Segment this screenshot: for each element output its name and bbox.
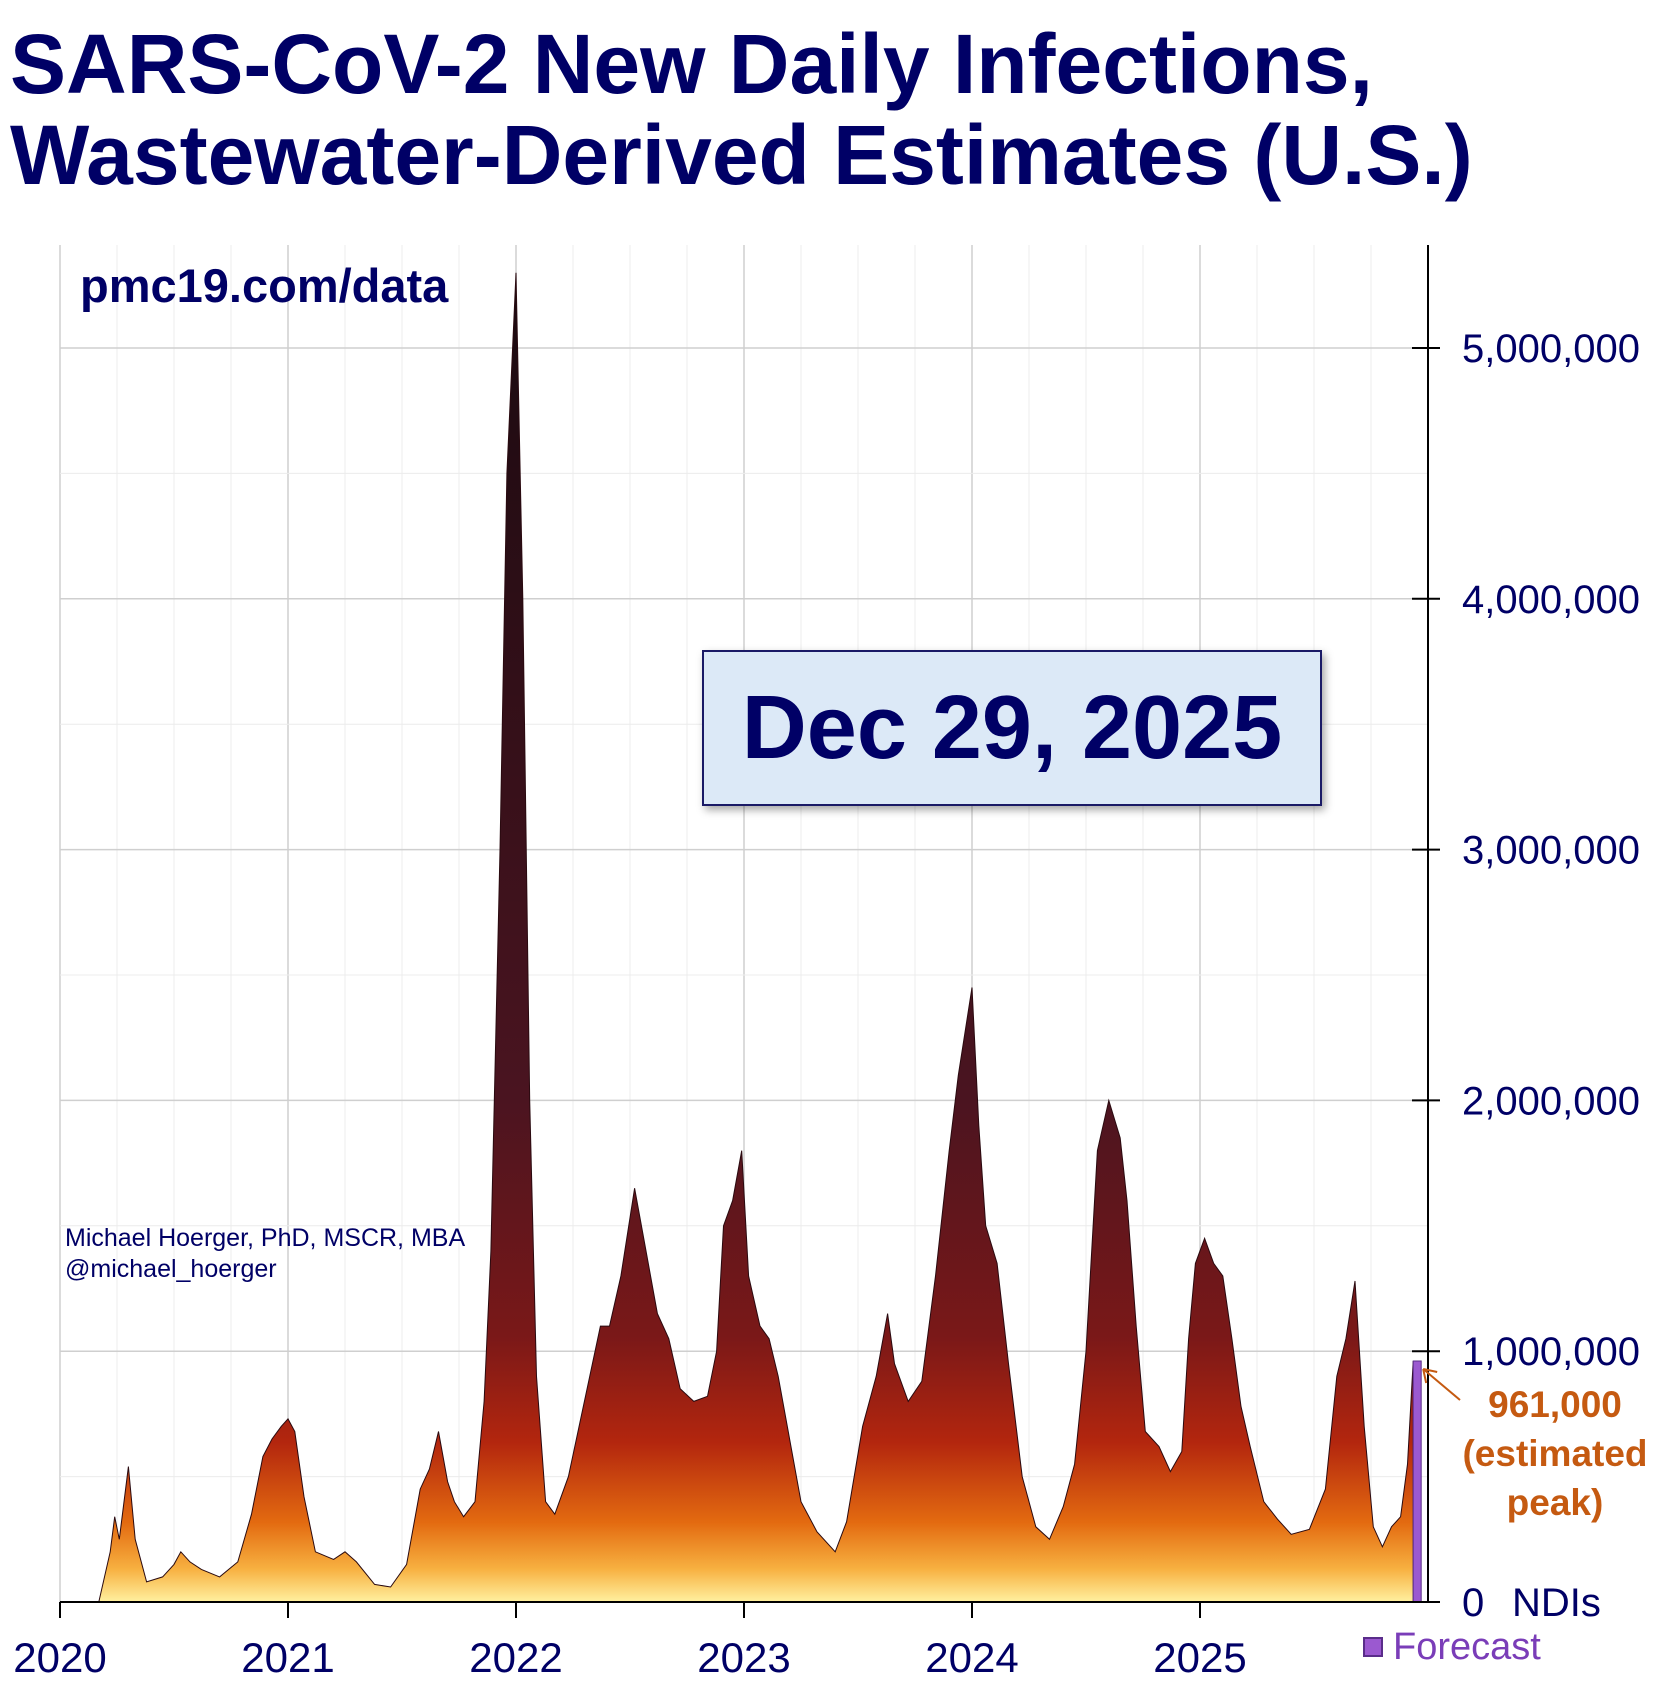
infections-area [98, 272, 1414, 1603]
peak-note-line-1: (estimated [1462, 1433, 1648, 1474]
x-tick-label: 2021 [241, 1634, 334, 1681]
chart-title-line-2: Wastewater-Derived Estimates (U.S.) [10, 108, 1473, 202]
source-url: pmc19.com/data [80, 259, 449, 312]
peak-value: 961,000 [1488, 1384, 1622, 1425]
y-tick-label: 2,000,000 [1462, 1079, 1640, 1123]
x-tick-label: 2023 [697, 1634, 790, 1681]
peak-annotation: 961,000 (estimated peak) [1440, 1380, 1670, 1527]
axes: 2020 2021 2022 2023 2024 2025 0 1,000,000 2,000,… [13, 245, 1640, 1681]
y-unit-label: NDIs [1512, 1581, 1601, 1625]
x-tick-label: 2020 [13, 1634, 106, 1681]
author-name: Michael Hoerger, PhD, MSCR, MBA [65, 1224, 466, 1252]
y-tick-label: 0 [1462, 1581, 1484, 1625]
x-tick-label: 2024 [925, 1634, 1018, 1681]
x-tick-label: 2025 [1153, 1634, 1246, 1681]
y-tick-label: 5,000,000 [1462, 327, 1640, 371]
date-label: Dec 29, 2025 [741, 678, 1283, 778]
forecast-swatch [1363, 1637, 1383, 1657]
forecast-area [1412, 1360, 1422, 1603]
y-tick-label: 4,000,000 [1462, 578, 1640, 622]
author-credit: Michael Hoerger, PhD, MSCR, MBA @michael… [65, 1223, 465, 1285]
area-layer [98, 272, 1422, 1603]
annotation-arrow-head [1422, 1368, 1438, 1384]
author-handle: @michael_hoerger [65, 1255, 277, 1283]
x-tick-label: 2022 [469, 1634, 562, 1681]
chart-title-line-1: SARS-CoV-2 New Daily Infections, [10, 17, 1373, 111]
peak-note-line-2: peak) [1506, 1482, 1604, 1523]
legend: Forecast [1363, 1628, 1541, 1666]
annotation-arrow-line [1422, 1368, 1461, 1401]
y-tick-label: 1,000,000 [1462, 1330, 1640, 1374]
forecast-legend-label: Forecast [1393, 1626, 1541, 1668]
date-box: Dec 29, 2025 [702, 650, 1322, 806]
y-tick-label: 3,000,000 [1462, 829, 1640, 873]
